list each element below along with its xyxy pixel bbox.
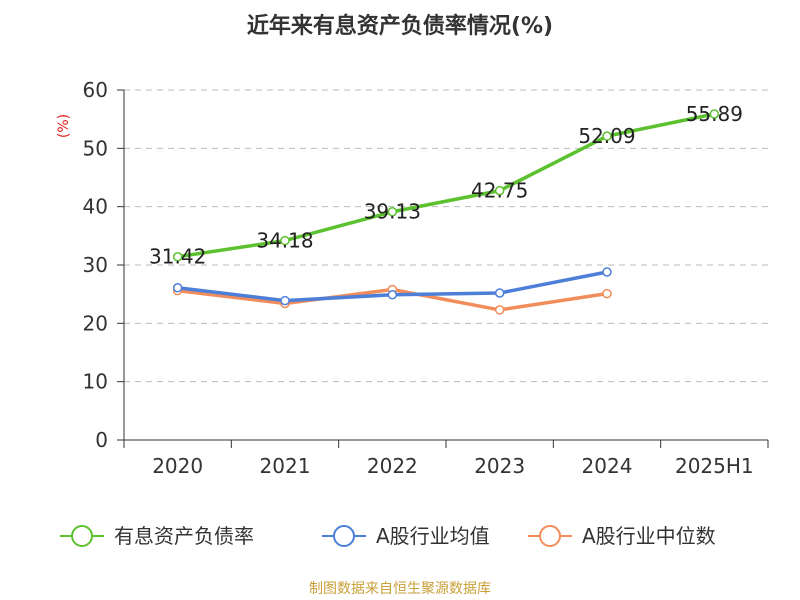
series-0-point[interactable] bbox=[602, 131, 612, 141]
series-1-point[interactable] bbox=[494, 288, 505, 298]
data-label: 39.13 bbox=[364, 200, 421, 224]
y-tick-label: 20 bbox=[83, 311, 108, 335]
y-axis-label: (%) bbox=[56, 114, 72, 138]
legend[interactable]: 有息资产负债率 A股行业均值 A股行业中位数 bbox=[60, 524, 716, 548]
series-0-point[interactable] bbox=[709, 109, 720, 119]
chart-title: 近年来有息资产负债率情况(%) bbox=[247, 13, 553, 39]
series-1-point[interactable] bbox=[602, 267, 612, 277]
series-2-point[interactable] bbox=[602, 288, 612, 299]
x-tick-label: 2022 bbox=[367, 454, 418, 478]
x-tick-label: 2021 bbox=[260, 454, 311, 478]
series-lines bbox=[172, 109, 720, 315]
series-0-point[interactable] bbox=[387, 206, 398, 217]
series-line-0 bbox=[175, 112, 717, 259]
data-label: 42.75 bbox=[471, 179, 528, 203]
source-note: 制图数据来自恒生聚源数据库 bbox=[309, 581, 491, 597]
x-tick-label: 2020 bbox=[152, 454, 203, 478]
legend-label: A股行业均值 bbox=[376, 524, 490, 548]
legend-item-2[interactable]: A股行业中位数 bbox=[528, 524, 716, 548]
data-label: 34.18 bbox=[256, 229, 313, 253]
legend-label: 有息资产负债率 bbox=[114, 524, 254, 548]
y-tick-label: 0 bbox=[95, 428, 108, 452]
series-0-point[interactable] bbox=[280, 235, 290, 246]
legend-item-0[interactable]: 有息资产负债率 bbox=[60, 524, 254, 548]
x-tick-label: 2023 bbox=[474, 454, 525, 478]
series-1-point[interactable] bbox=[387, 290, 398, 300]
series-2-point[interactable] bbox=[494, 305, 505, 315]
y-tick-label: 50 bbox=[83, 136, 108, 160]
series-0-point[interactable] bbox=[172, 251, 183, 262]
gridlines bbox=[124, 89, 768, 383]
legend-label: A股行业中位数 bbox=[582, 524, 716, 548]
legend-swatch-marker bbox=[71, 525, 93, 547]
series-0-point[interactable] bbox=[494, 185, 505, 196]
legend-item-1[interactable]: A股行业均值 bbox=[322, 524, 490, 548]
data-label: 55.89 bbox=[686, 102, 743, 126]
data-labels: 31.42 34.18 39.13 42.75 52.09 55.89 bbox=[149, 102, 743, 269]
x-tick-label: 2024 bbox=[582, 454, 633, 478]
axes: 0 10 20 30 40 50 60 2020 2021 2022 2023 2024 2025H1 bbox=[83, 78, 769, 478]
series-1-point[interactable] bbox=[172, 283, 183, 293]
legend-swatch-marker bbox=[333, 525, 355, 547]
data-label: 52.09 bbox=[578, 124, 635, 148]
x-tick-label: 2025H1 bbox=[675, 454, 754, 478]
legend-swatch-marker bbox=[539, 525, 561, 547]
y-tick-label: 40 bbox=[83, 195, 108, 219]
data-label: 31.42 bbox=[149, 245, 206, 269]
y-tick-label: 60 bbox=[83, 78, 108, 102]
y-tick-label: 10 bbox=[83, 370, 108, 394]
series-1-point[interactable] bbox=[280, 295, 290, 306]
y-tick-label: 30 bbox=[83, 253, 108, 277]
